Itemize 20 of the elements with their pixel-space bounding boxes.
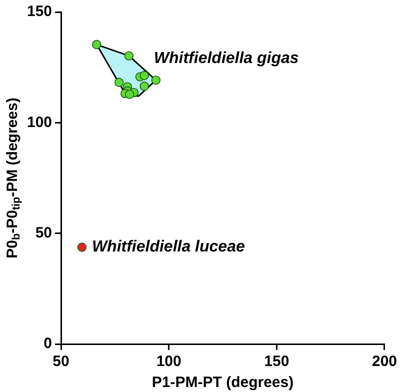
x-axis-title: P1-PM-PT (degrees) (152, 374, 294, 392)
series-label: Whitfieldiella luceae (92, 238, 245, 256)
y-axis-title: P0b-P0tip-PM (degrees) (4, 98, 23, 258)
point (114, 78, 124, 87)
point (125, 90, 134, 99)
point (77, 242, 87, 252)
y-tick-label: 100 (26, 114, 52, 131)
x-tick-label: 50 (52, 353, 70, 370)
point (140, 82, 149, 91)
y-tick-label: 150 (26, 3, 52, 20)
point (151, 76, 161, 85)
point (92, 40, 102, 50)
point (140, 70, 149, 80)
x-tick-label: 200 (372, 353, 397, 370)
x-tick-label: 100 (156, 353, 182, 370)
point (124, 51, 134, 60)
y-tick-label: 0 (44, 335, 52, 352)
series-label: Whitfieldiella gigas (154, 50, 299, 67)
y-tick-label: 50 (35, 224, 52, 242)
x-tick-label: 150 (264, 353, 290, 370)
